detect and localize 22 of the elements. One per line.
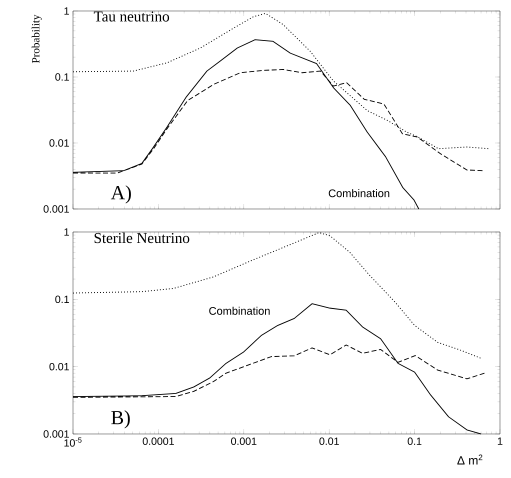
annotation: Combination — [328, 189, 390, 198]
y-tick-label: 0.001 — [44, 205, 69, 213]
x-tick-label: 0.01 — [319, 438, 339, 445]
y-tick-label: 0.1 — [55, 296, 69, 304]
y-tick-label: 1 — [64, 7, 69, 15]
y-tick-label: 0.001 — [44, 430, 69, 438]
y-axis-title: Probability — [32, 14, 42, 64]
x-tick-label: 10$^{-5}$ — [64, 438, 82, 447]
x-tick-label: 1 — [498, 438, 502, 445]
y-tick-label: 0.01 — [49, 362, 69, 370]
y-tick-label: 0.01 — [49, 139, 69, 147]
annotation: B) — [111, 410, 130, 428]
chart-title: Sterile Neutrino — [94, 232, 190, 244]
x-axis-title: Δ m$^{2}$ — [457, 454, 482, 464]
y-tick-label: 0.1 — [55, 73, 69, 81]
y-tick-label: 1 — [64, 228, 69, 236]
chart-title: Tau neutrino — [94, 12, 170, 22]
x-tick-label: 0.0001 — [142, 438, 174, 445]
x-tick-label: 0.001 — [231, 438, 256, 445]
annotation: Combination — [209, 306, 270, 315]
annotation: A) — [110, 185, 131, 204]
x-tick-label: 0.1 — [408, 438, 422, 445]
